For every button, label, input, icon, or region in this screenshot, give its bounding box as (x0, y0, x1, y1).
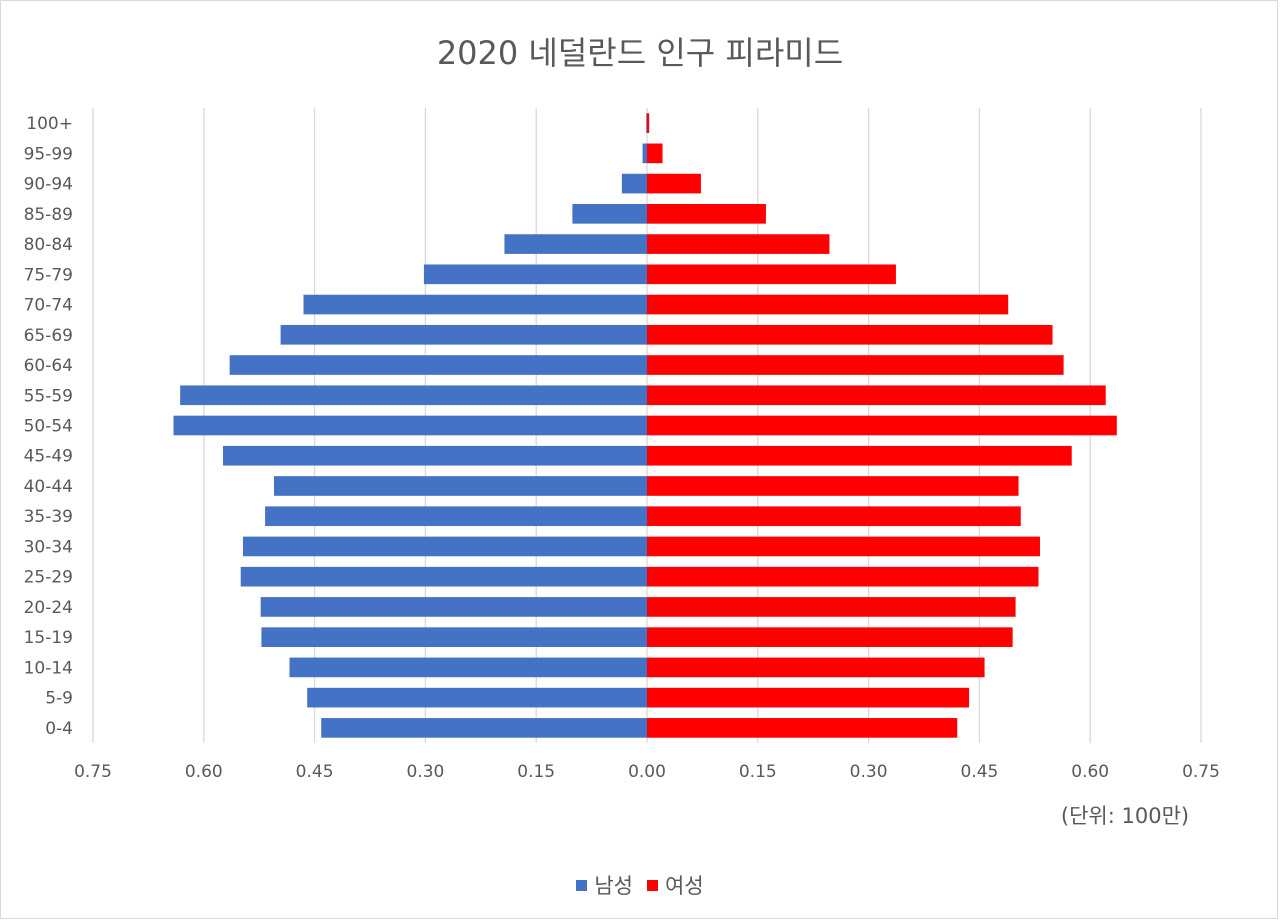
y-tick-label: 60-64 (24, 356, 73, 376)
y-tick-label: 5-9 (45, 689, 73, 709)
bar-female-40-44 (647, 476, 1019, 496)
bar-male-25-29 (240, 566, 647, 587)
bar-female-50-54 (647, 415, 1117, 436)
y-tick-label: 100+ (26, 114, 73, 134)
bar-female-100+ (647, 113, 650, 133)
legend-swatch-male (576, 879, 588, 891)
bar-male-35-39 (265, 506, 647, 527)
bar-female-25-29 (647, 566, 1039, 587)
y-tick-label: 20-24 (24, 598, 73, 618)
y-tick-label: 55-59 (24, 386, 73, 406)
bar-male-5-9 (307, 687, 647, 708)
y-tick-label: 35-39 (24, 507, 73, 527)
bar-male-70-74 (303, 294, 647, 315)
legend-label-male: 남성 (594, 874, 633, 898)
chart-legend: 남성 여성 (0, 870, 1280, 900)
x-tick-label: 0.75 (74, 762, 112, 782)
bar-male-45-49 (223, 445, 647, 466)
x-tick-label: 0.75 (1182, 762, 1220, 782)
bar-male-100+ (646, 113, 648, 133)
y-tick-label: 70-74 (24, 296, 73, 316)
y-tick-label: 65-69 (24, 326, 73, 346)
x-tick-label: 0.30 (850, 762, 888, 782)
x-tick-label: 0.15 (739, 762, 777, 782)
legend-label-female: 여성 (665, 874, 704, 898)
bar-female-55-59 (647, 385, 1106, 406)
bar-female-45-49 (647, 445, 1072, 466)
bar-male-55-59 (180, 385, 648, 406)
y-tick-label: 25-29 (24, 568, 73, 588)
y-tick-label: 10-14 (24, 658, 73, 678)
x-tick-label: 0.30 (406, 762, 444, 782)
y-tick-label: 95-99 (24, 144, 73, 164)
bar-female-5-9 (647, 687, 970, 708)
bar-female-75-79 (647, 264, 896, 285)
bar-male-65-69 (280, 324, 647, 345)
bar-female-0-4 (647, 718, 958, 738)
bar-female-80-84 (647, 234, 830, 254)
bar-male-60-64 (229, 355, 648, 375)
bar-male-10-14 (289, 657, 647, 678)
x-tick-label: 0.60 (1071, 762, 1109, 782)
bar-female-10-14 (647, 657, 985, 678)
chart-title: 2020 네덜란드 인구 피라미드 (436, 34, 844, 72)
bar-male-95-99 (642, 143, 647, 164)
x-tick-label: 0.45 (296, 762, 334, 782)
bar-female-15-19 (647, 627, 1013, 647)
legend-swatch-female (647, 879, 658, 891)
bar-female-95-99 (647, 143, 663, 164)
y-tick-label: 45-49 (24, 447, 73, 467)
y-tick-label: 40-44 (24, 477, 73, 497)
y-tick-label: 90-94 (24, 175, 73, 195)
y-tick-label: 80-84 (24, 235, 73, 255)
bar-male-0-4 (321, 718, 647, 738)
legend-item-male: 남성 (576, 870, 633, 900)
bar-female-20-24 (647, 597, 1016, 617)
y-tick-label: 0-4 (45, 719, 73, 739)
bar-male-50-54 (173, 415, 648, 436)
bar-female-35-39 (647, 506, 1021, 527)
y-tick-label: 50-54 (24, 417, 73, 437)
x-tick-label: 0.60 (185, 762, 223, 782)
bar-male-40-44 (273, 476, 647, 496)
x-tick-label: 0.15 (517, 762, 555, 782)
bar-female-90-94 (647, 173, 701, 194)
bar-male-75-79 (423, 264, 647, 285)
legend-item-female: 여성 (647, 870, 704, 900)
bar-male-85-89 (572, 204, 647, 224)
bar-female-30-34 (647, 536, 1040, 557)
bar-female-85-89 (647, 204, 766, 224)
x-tick-label: 0.45 (960, 762, 998, 782)
y-tick-label: 75-79 (24, 265, 73, 285)
bar-male-80-84 (504, 234, 647, 254)
bar-male-90-94 (621, 173, 647, 194)
bar-male-20-24 (260, 597, 647, 617)
unit-label: (단위: 100만) (1060, 804, 1190, 828)
bar-female-60-64 (647, 355, 1064, 375)
y-tick-label: 85-89 (24, 205, 73, 225)
bar-male-30-34 (242, 536, 647, 557)
bar-female-65-69 (647, 324, 1053, 345)
bar-female-70-74 (647, 294, 1009, 315)
y-tick-label: 15-19 (24, 628, 73, 648)
y-tick-label: 30-34 (24, 537, 73, 557)
bar-male-15-19 (261, 627, 647, 647)
x-tick-label: 0.00 (628, 762, 666, 782)
